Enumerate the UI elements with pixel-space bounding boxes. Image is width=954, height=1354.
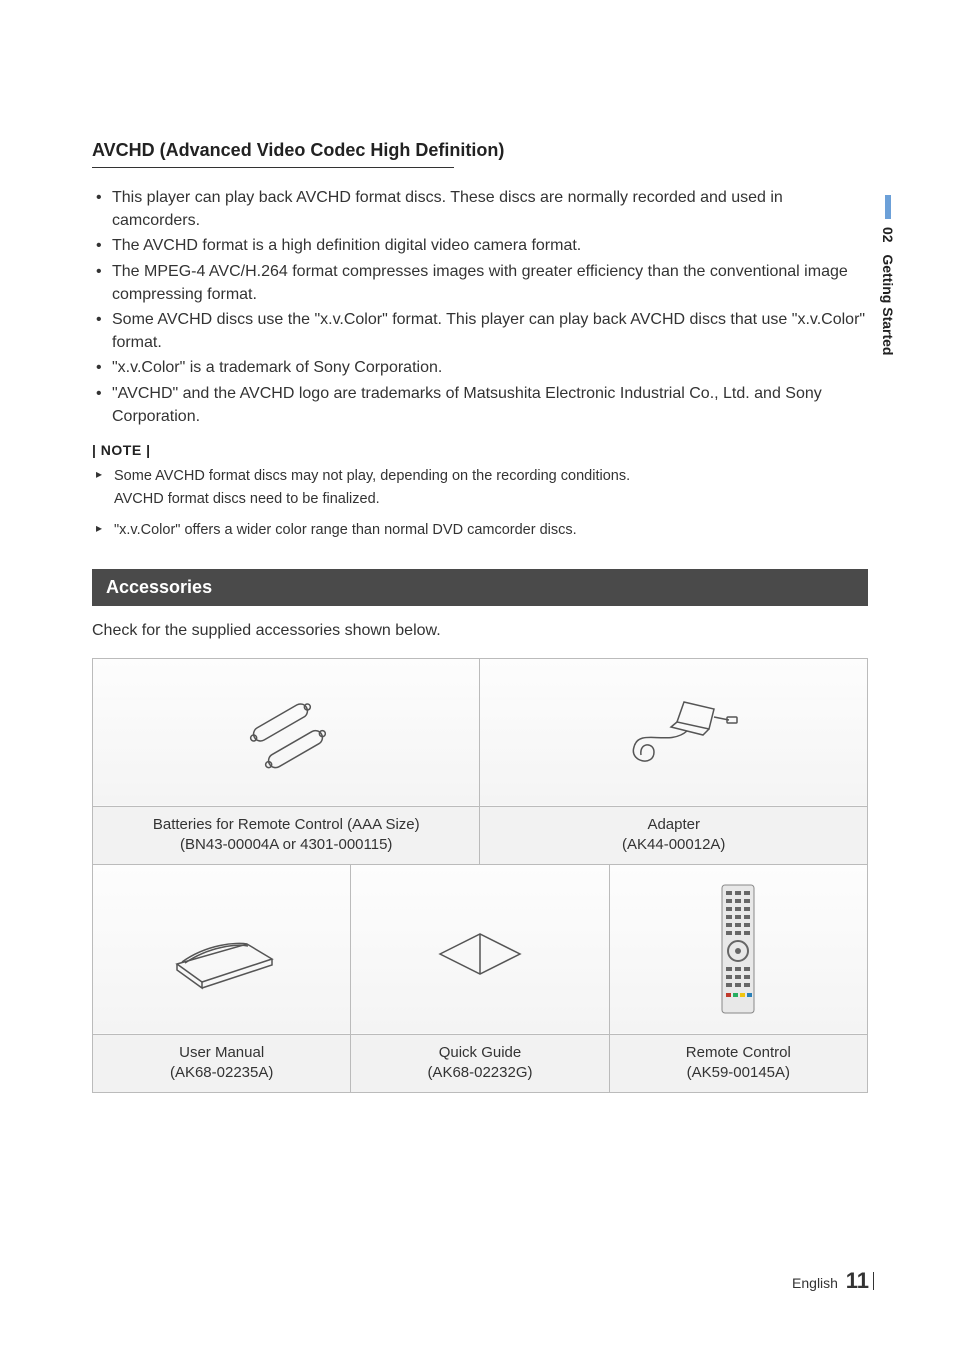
accessory-label: Batteries for Remote Control (AAA Size) … [93,806,480,864]
heading-underline [92,167,454,168]
manual-page: 02 Getting Started AVCHD (Advanced Video… [0,0,954,1354]
accessory-title: Remote Control [686,1044,791,1061]
footer-language: English [792,1275,838,1291]
accessory-partno: (AK68-02235A) [97,1063,346,1083]
accessory-title: User Manual [179,1044,264,1061]
footer-bar [873,1272,874,1290]
accessory-label: Quick Guide (AK68-02232G) [351,1034,609,1092]
accessory-title: Batteries for Remote Control (AAA Size) [153,816,420,833]
bullet-item: "x.v.Color" is a trademark of Sony Corpo… [96,356,874,379]
accessory-image-adapter [480,658,868,806]
bullet-item: This player can play back AVCHD format d… [96,186,874,232]
bullet-item: Some AVCHD discs use the "x.v.Color" for… [96,308,874,354]
accessory-image-quickguide [351,864,609,1034]
note-list: Some AVCHD format discs may not play, de… [92,466,874,541]
batteries-icon [226,692,346,772]
adapter-icon [599,687,749,777]
footer-page-number: 11 [846,1268,869,1293]
accessory-title: Quick Guide [439,1044,522,1061]
accessories-heading: Accessories [92,569,868,606]
accessory-title: Adapter [647,816,700,833]
side-tab-number: 02 [880,227,896,243]
accessory-image-batteries [93,658,480,806]
quick-guide-icon [420,909,540,989]
accessory-image-remote [609,864,867,1034]
bullet-item: The AVCHD format is a high definition di… [96,234,874,257]
note-label: | NOTE | [92,442,874,458]
page-footer: English 11 [792,1268,874,1294]
user-manual-icon [152,904,292,994]
note-subline: AVCHD format discs need to be finalized. [96,489,874,510]
accessories-lead: Check for the supplied accessories shown… [92,622,874,640]
accessory-label: User Manual (AK68-02235A) [93,1034,351,1092]
bullet-item: "AVCHD" and the AVCHD logo are trademark… [96,382,874,428]
accessory-label: Remote Control (AK59-00145A) [609,1034,867,1092]
avchd-bullet-list: This player can play back AVCHD format d… [92,186,874,428]
remote-control-icon [708,879,768,1019]
side-tab-label: Getting Started [880,254,896,355]
accessory-label: Adapter (AK44-00012A) [480,806,868,864]
accessories-table: Batteries for Remote Control (AAA Size) … [92,658,868,1093]
accessory-partno: (AK44-00012A) [484,835,863,855]
accessory-partno: (AK68-02232G) [355,1063,604,1083]
accessory-image-manual [93,864,351,1034]
side-tab-accent [885,195,891,219]
bullet-item: The MPEG-4 AVC/H.264 format compresses i… [96,260,874,306]
accessory-partno: (BN43-00004A or 4301-000115) [97,835,475,855]
note-item: "x.v.Color" offers a wider color range t… [96,520,874,541]
note-item: Some AVCHD format discs may not play, de… [96,466,874,487]
accessory-partno: (AK59-00145A) [614,1063,863,1083]
avchd-heading: AVCHD (Advanced Video Codec High Definit… [92,140,874,161]
side-tab: 02 Getting Started [876,195,896,355]
